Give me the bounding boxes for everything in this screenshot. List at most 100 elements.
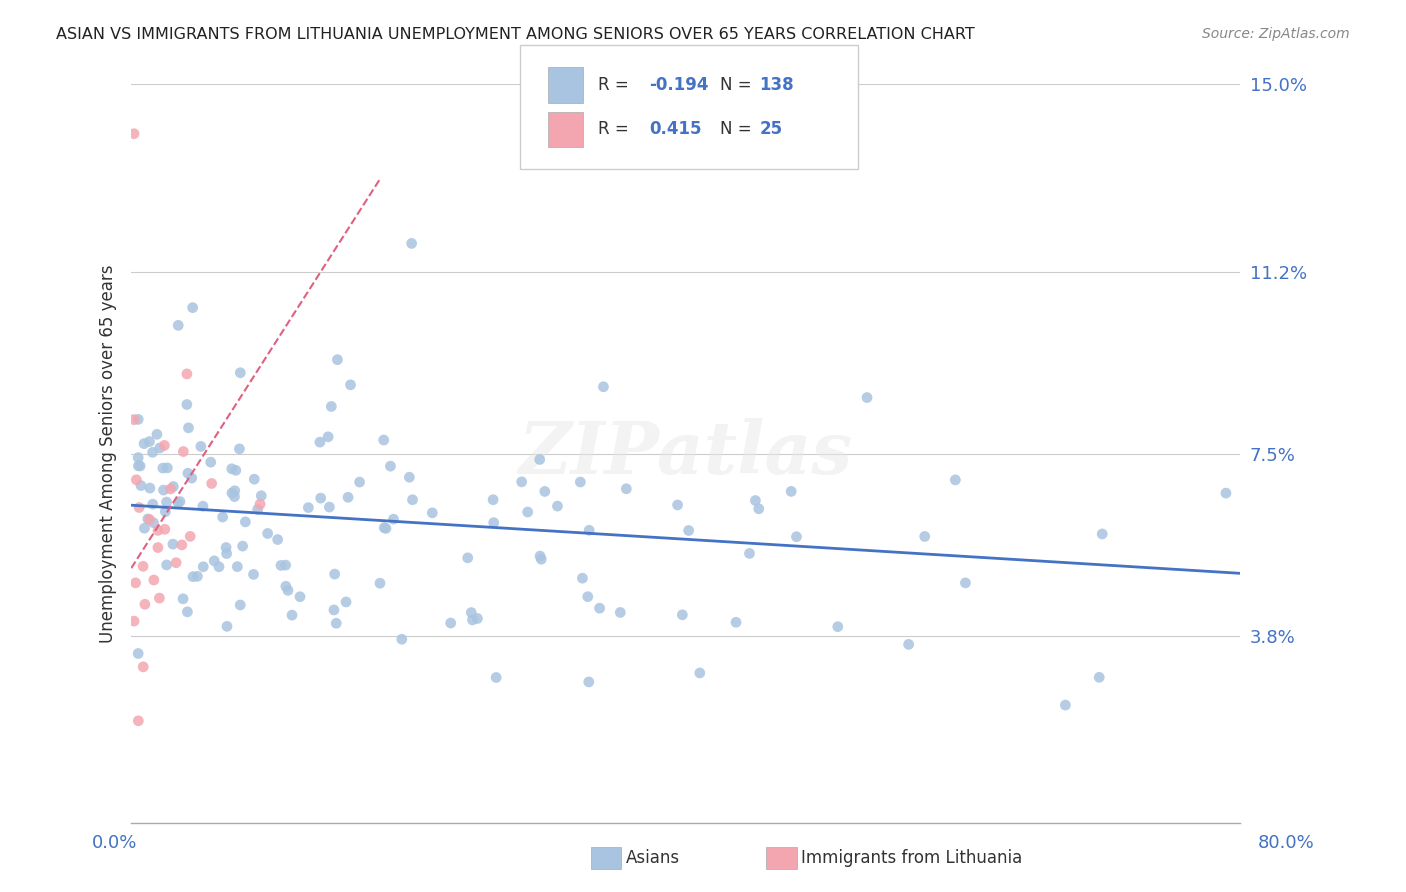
- Point: [529, 549, 551, 563]
- Point: [529, 452, 551, 467]
- Point: [485, 670, 508, 684]
- Point: [122, 614, 145, 628]
- Point: [337, 491, 360, 505]
- Text: Immigrants from Lithuania: Immigrants from Lithuania: [801, 849, 1022, 867]
- Point: [281, 608, 304, 623]
- Point: [127, 412, 149, 426]
- Point: [373, 433, 395, 447]
- Point: [134, 597, 156, 611]
- Point: [142, 516, 165, 530]
- Point: [398, 470, 420, 484]
- Point: [318, 500, 340, 514]
- Point: [142, 573, 165, 587]
- Point: [142, 497, 165, 511]
- Point: [856, 391, 879, 405]
- Point: [339, 377, 361, 392]
- Point: [156, 461, 179, 475]
- Point: [533, 484, 555, 499]
- Point: [155, 505, 177, 519]
- Point: [277, 583, 299, 598]
- Point: [326, 352, 349, 367]
- Text: R =: R =: [598, 76, 634, 94]
- Point: [827, 620, 849, 634]
- Point: [467, 611, 489, 625]
- Point: [1054, 698, 1077, 712]
- Point: [609, 606, 631, 620]
- Point: [181, 569, 204, 583]
- Point: [666, 498, 689, 512]
- Point: [201, 476, 224, 491]
- Point: [122, 412, 145, 426]
- Point: [274, 558, 297, 573]
- Point: [215, 547, 238, 561]
- Text: N =: N =: [720, 76, 756, 94]
- Point: [270, 558, 292, 573]
- Point: [132, 436, 155, 450]
- Point: [138, 434, 160, 449]
- Point: [375, 521, 398, 535]
- Point: [748, 501, 770, 516]
- Text: 0.0%: 0.0%: [91, 834, 136, 852]
- Point: [176, 397, 198, 411]
- Point: [588, 601, 610, 615]
- Point: [482, 492, 505, 507]
- Point: [578, 523, 600, 537]
- Point: [127, 647, 149, 661]
- Point: [225, 463, 247, 477]
- Point: [132, 660, 155, 674]
- Point: [186, 569, 208, 583]
- Point: [323, 603, 346, 617]
- Point: [785, 530, 807, 544]
- Point: [125, 473, 148, 487]
- Point: [380, 459, 402, 474]
- Point: [149, 441, 172, 455]
- Point: [576, 590, 599, 604]
- Point: [153, 438, 176, 452]
- Point: [420, 506, 443, 520]
- Text: Asians: Asians: [626, 849, 679, 867]
- Point: [177, 421, 200, 435]
- Point: [592, 380, 614, 394]
- Point: [129, 458, 152, 473]
- Point: [176, 605, 198, 619]
- Point: [127, 458, 149, 473]
- Point: [569, 475, 592, 489]
- Point: [170, 538, 193, 552]
- Point: [460, 606, 482, 620]
- Point: [128, 500, 150, 515]
- Point: [373, 521, 395, 535]
- Point: [744, 493, 766, 508]
- Point: [200, 455, 222, 469]
- Point: [179, 529, 201, 543]
- Point: [401, 236, 423, 251]
- Point: [221, 486, 243, 500]
- Point: [148, 591, 170, 605]
- Point: [440, 615, 463, 630]
- Point: [309, 435, 332, 450]
- Point: [146, 541, 169, 555]
- Text: 138: 138: [759, 76, 794, 94]
- Point: [136, 512, 159, 526]
- Point: [142, 445, 165, 459]
- Text: R =: R =: [598, 120, 634, 138]
- Point: [382, 512, 405, 526]
- Point: [152, 483, 174, 497]
- Point: [349, 475, 371, 489]
- Point: [177, 467, 200, 481]
- Point: [323, 567, 346, 582]
- Point: [309, 491, 332, 505]
- Point: [482, 516, 505, 530]
- Point: [156, 558, 179, 572]
- Point: [134, 521, 156, 535]
- Point: [235, 515, 257, 529]
- Point: [167, 496, 190, 510]
- Point: [461, 613, 484, 627]
- Point: [208, 559, 231, 574]
- Point: [578, 674, 600, 689]
- Point: [368, 576, 391, 591]
- Text: -0.194: -0.194: [650, 76, 709, 94]
- Point: [335, 595, 357, 609]
- Point: [211, 510, 233, 524]
- Point: [546, 499, 568, 513]
- Point: [139, 481, 162, 495]
